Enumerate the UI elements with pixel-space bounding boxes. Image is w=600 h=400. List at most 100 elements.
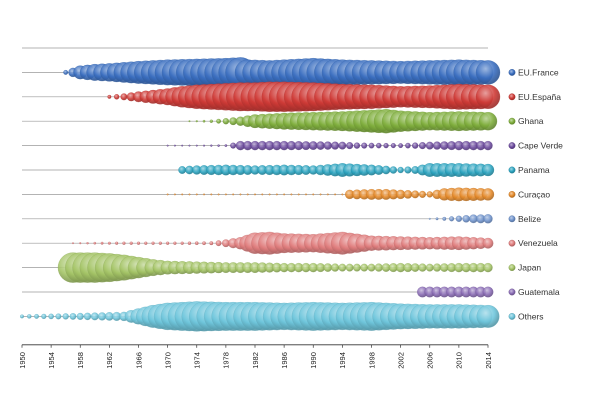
bubble-eu-espa-a-1962 bbox=[107, 94, 112, 99]
legend: EU.France EU.España Ghana Cape Verde Panama C… bbox=[508, 67, 563, 321]
x-tick-label-2010: 2010 bbox=[455, 352, 464, 369]
x-tick-label-1966: 1966 bbox=[134, 352, 143, 369]
bubble-others-1959 bbox=[83, 312, 92, 321]
bubble-cura-ao-1984 bbox=[268, 193, 271, 196]
legend-label-9: Guatemala bbox=[518, 287, 560, 297]
bubble-japan-1991 bbox=[316, 263, 325, 273]
bubble-cura-ao-1970 bbox=[166, 193, 169, 196]
bubble-ghana-2014 bbox=[478, 112, 498, 131]
bubble-cape-verde-2002 bbox=[398, 143, 404, 148]
bubble-venezuela-1976 bbox=[209, 241, 214, 246]
bubble-cura-ao-1982 bbox=[254, 193, 256, 196]
bubble-venezuela-1971 bbox=[173, 241, 177, 245]
bubble-ghana-1976 bbox=[209, 119, 213, 123]
legend-marker-9 bbox=[508, 288, 516, 296]
bubble-japan-2007 bbox=[432, 263, 442, 272]
bubble-japan-1999 bbox=[374, 263, 383, 272]
bubble-venezuela-2014 bbox=[482, 237, 494, 249]
bubble-others-2014 bbox=[476, 305, 500, 328]
bubble-ghana-1974 bbox=[195, 120, 198, 123]
bubble-japan-2003 bbox=[403, 263, 413, 273]
bubble-belize-2014 bbox=[483, 214, 493, 224]
legend-marker-0 bbox=[508, 69, 516, 76]
bubble-cape-verde-1972 bbox=[181, 144, 184, 147]
x-tick-label-1998: 1998 bbox=[367, 352, 376, 369]
bubble-belize-2008 bbox=[442, 216, 447, 221]
bubble-cape-verde-1974 bbox=[195, 144, 198, 147]
bubble-venezuela-1965 bbox=[129, 241, 133, 245]
bubble-belize-2010 bbox=[455, 215, 463, 222]
legend-marker-8 bbox=[508, 264, 516, 271]
bubble-venezuela-1977 bbox=[215, 240, 222, 247]
bubble-cura-ao-1974 bbox=[195, 193, 198, 196]
bubble-cura-ao-2014 bbox=[481, 188, 495, 201]
bubble-cape-verde-2007 bbox=[432, 141, 442, 150]
bubble-cura-ao-1973 bbox=[188, 193, 191, 196]
bubble-venezuela-1970 bbox=[166, 241, 170, 245]
bubble-eu-espa-a-1963 bbox=[113, 94, 120, 100]
bubble-cape-verde-1970 bbox=[166, 144, 169, 147]
legend-label-5: Curaçao bbox=[518, 189, 550, 199]
bubble-ghana-1975 bbox=[202, 119, 206, 123]
bubble-cape-verde-1990 bbox=[308, 141, 318, 150]
bubble-panama-2001 bbox=[389, 166, 398, 174]
bubble-cape-verde-1975 bbox=[203, 144, 206, 147]
bubble-cape-verde-1976 bbox=[210, 144, 213, 147]
legend-label-10: Others bbox=[518, 311, 544, 321]
bubble-cape-verde-1998 bbox=[368, 142, 375, 149]
bubble-japan-1998 bbox=[367, 263, 376, 272]
bubble-panama-1972 bbox=[178, 166, 187, 174]
bubble-cape-verde-1971 bbox=[173, 144, 176, 147]
bubble-cape-verde-2006 bbox=[425, 141, 434, 150]
bubble-panama-2002 bbox=[397, 166, 404, 174]
bubble-cura-ao-1991 bbox=[319, 193, 322, 196]
bubble-venezuela-1973 bbox=[187, 241, 192, 245]
bubble-cape-verde-1978 bbox=[224, 144, 228, 147]
bubble-japan-1994 bbox=[338, 263, 347, 272]
bubble-venezuela-1962 bbox=[107, 241, 111, 245]
bubble-cura-ao-1988 bbox=[297, 193, 300, 196]
bubble-cape-verde-2004 bbox=[412, 142, 419, 149]
bubble-layer bbox=[20, 57, 501, 332]
bubble-venezuela-1964 bbox=[122, 241, 126, 245]
bubble-cape-verde-2001 bbox=[390, 143, 396, 149]
bubble-cura-ao-1975 bbox=[203, 193, 205, 196]
bubble-others-1954 bbox=[48, 313, 54, 320]
x-axis: 1950 1954 1958 1962 1966 1970 1974 1978 1982 1986… bbox=[18, 344, 493, 369]
bubble-venezuela-1957 bbox=[72, 242, 74, 245]
bubble-venezuela-1966 bbox=[136, 241, 141, 245]
x-tick-label-1994: 1994 bbox=[338, 352, 347, 369]
bubble-venezuela-1972 bbox=[180, 241, 184, 245]
bubble-japan-1996 bbox=[353, 263, 361, 272]
bubble-cape-verde-1977 bbox=[217, 144, 220, 147]
bubble-belize-2006 bbox=[428, 217, 431, 220]
bubble-japan-1995 bbox=[345, 263, 354, 272]
legend-label-4: Panama bbox=[518, 165, 550, 175]
bubble-japan-1997 bbox=[360, 263, 369, 272]
bubble-venezuela-1975 bbox=[202, 241, 206, 246]
bubble-cura-ao-1989 bbox=[305, 193, 307, 196]
bubble-cura-ao-1980 bbox=[239, 193, 242, 196]
bubble-others-1957 bbox=[69, 313, 77, 320]
legend-label-7: Venezuela bbox=[518, 238, 558, 248]
legend-label-1: EU.España bbox=[518, 92, 561, 102]
bubble-cura-ao-1977 bbox=[217, 193, 220, 196]
bubble-cura-ao-2005 bbox=[418, 190, 426, 198]
bubble-panama-2014 bbox=[481, 163, 495, 177]
bubble-cape-verde-1992 bbox=[323, 141, 332, 150]
bubble-cura-ao-1992 bbox=[326, 193, 329, 196]
bubble-venezuela-1969 bbox=[158, 241, 162, 245]
bubble-belize-2007 bbox=[435, 217, 439, 221]
bubble-cura-ao-1990 bbox=[312, 193, 315, 196]
bubble-ghana-1978 bbox=[222, 118, 230, 125]
bubble-ghana-1973 bbox=[188, 120, 191, 123]
bubble-cape-verde-1973 bbox=[188, 144, 191, 147]
bubble-cura-ao-1978 bbox=[224, 193, 227, 196]
bubble-others-1950 bbox=[20, 314, 24, 319]
bubble-cura-ao-1986 bbox=[283, 193, 286, 196]
bubble-eu-espa-a-2014 bbox=[475, 84, 501, 109]
bubble-cura-ao-1983 bbox=[261, 193, 264, 196]
bubble-venezuela-1960 bbox=[93, 241, 97, 245]
bubble-cape-verde-1999 bbox=[376, 142, 382, 149]
bubble-cura-ao-1994 bbox=[341, 193, 344, 196]
